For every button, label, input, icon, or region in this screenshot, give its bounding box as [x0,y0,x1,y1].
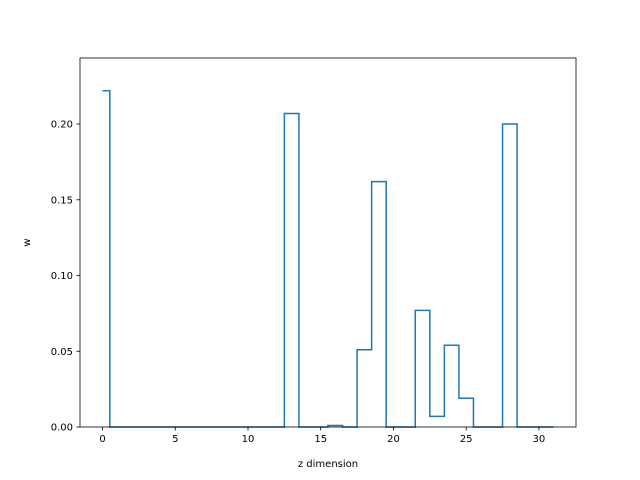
x-tick-label: 25 [460,434,473,445]
x-axis-label: z dimension [298,459,358,470]
x-tick-label: 15 [314,434,327,445]
y-tick-label: 0.05 [51,347,73,358]
axes-frame [79,57,577,428]
axis-ticks: 0 5 10 15 20 25 30 0.00 0.05 0.10 0.15 0.20 [51,120,546,445]
y-tick-label: 0.10 [51,271,73,282]
x-tick-label: 10 [242,434,255,445]
x-tick-label: 5 [172,434,178,445]
x-tick-label: 20 [387,434,400,445]
y-axis-label: w [22,238,33,246]
y-tick-label: 0.15 [51,195,73,206]
y-tick-label: 0.00 [51,423,73,434]
x-tick-label: 0 [99,434,105,445]
y-tick-label: 0.20 [51,120,73,131]
x-tick-label: 30 [533,434,546,445]
